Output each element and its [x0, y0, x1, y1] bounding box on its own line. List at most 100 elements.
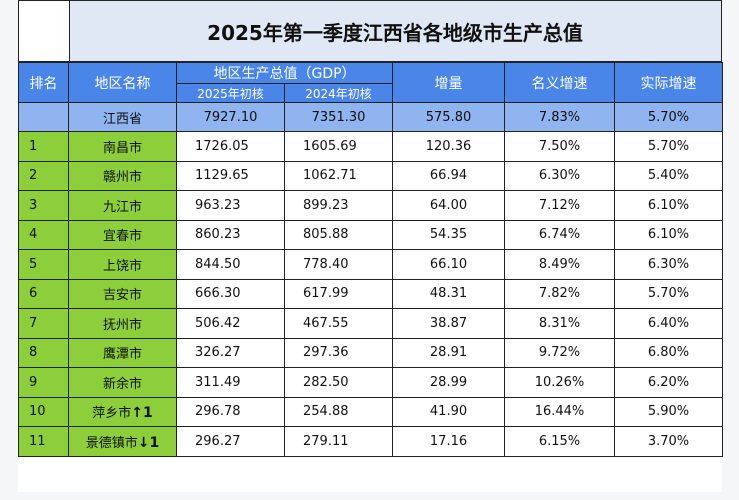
- province-nominal-growth[interactable]: 7.83%: [504, 102, 616, 132]
- increase-cell[interactable]: 66.10: [392, 249, 506, 280]
- region-name-cell[interactable]: 上饶市: [68, 249, 177, 280]
- region-name: 上饶市: [102, 258, 142, 274]
- increase-cell[interactable]: 38.87: [392, 308, 506, 339]
- region-name-cell[interactable]: 赣州市: [68, 160, 177, 191]
- gdp-2025-cell[interactable]: 506.42: [176, 308, 285, 339]
- table-row: 8 鹰潭市 326.27 297.36 28.91 9.72% 6.80%: [18, 337, 724, 368]
- rank-cell[interactable]: 9: [18, 367, 69, 398]
- region-name-cell[interactable]: 抚州市: [68, 308, 177, 339]
- gdp-2024-cell[interactable]: 254.88: [283, 396, 394, 427]
- region-name-cell[interactable]: 南昌市: [68, 131, 177, 162]
- region-name-cell[interactable]: 吉安市: [68, 278, 177, 309]
- rank-cell[interactable]: 2: [18, 160, 69, 191]
- header-gdp-group[interactable]: 地区生产总值（GDP）: [175, 62, 394, 84]
- gdp-2025-cell[interactable]: 326.27: [176, 337, 285, 368]
- rank-cell[interactable]: 3: [18, 190, 69, 221]
- increase-cell[interactable]: 120.36: [392, 131, 506, 162]
- nominal-growth-cell[interactable]: 7.82%: [504, 278, 616, 309]
- nominal-growth-cell[interactable]: 6.74%: [504, 219, 616, 250]
- real-growth-cell[interactable]: 6.10%: [614, 190, 724, 221]
- rank-cell[interactable]: 8: [18, 337, 69, 368]
- nominal-growth-cell[interactable]: 10.26%: [504, 367, 616, 398]
- real-growth-cell[interactable]: 5.40%: [614, 160, 724, 191]
- increase-cell[interactable]: 64.00: [392, 190, 506, 221]
- nominal-growth-cell[interactable]: 7.50%: [504, 131, 616, 162]
- region-name: 宜春市: [102, 229, 142, 245]
- corner-cell[interactable]: [19, 1, 70, 61]
- rank-cell[interactable]: 4: [18, 219, 69, 250]
- increase-cell[interactable]: 17.16: [392, 426, 506, 457]
- province-gdp-2024[interactable]: 7351.30: [283, 102, 394, 132]
- real-growth-cell[interactable]: 6.20%: [614, 367, 724, 398]
- header-gdp-2024[interactable]: 2024年初核: [283, 83, 394, 103]
- gdp-2024-cell[interactable]: 899.23: [283, 190, 394, 221]
- increase-cell[interactable]: 41.90: [392, 396, 506, 427]
- increase-cell[interactable]: 48.31: [392, 278, 506, 309]
- gdp-2024-cell[interactable]: 1062.71: [283, 160, 394, 191]
- gdp-2025-cell[interactable]: 860.23: [176, 219, 285, 250]
- region-name-cell[interactable]: 九江市: [68, 190, 177, 221]
- table-row: 5 上饶市 844.50 778.40 66.10 8.49% 6.30%: [18, 249, 724, 280]
- real-growth-cell[interactable]: 6.30%: [614, 249, 724, 280]
- gdp-2024-cell[interactable]: 467.55: [283, 308, 394, 339]
- real-growth-cell[interactable]: 5.70%: [614, 278, 724, 309]
- increase-cell[interactable]: 54.35: [392, 219, 506, 250]
- region-name-cell[interactable]: 鹰潭市: [68, 337, 177, 368]
- region-name: 赣州市: [102, 170, 142, 186]
- gdp-2024-cell[interactable]: 1605.69: [283, 131, 394, 162]
- gdp-2024-cell[interactable]: 778.40: [283, 249, 394, 280]
- gdp-2025-cell[interactable]: 1129.65: [176, 160, 285, 191]
- rank-cell[interactable]: 5: [18, 249, 69, 280]
- province-increase[interactable]: 575.80: [392, 102, 506, 132]
- header-region[interactable]: 地区名称: [68, 62, 177, 103]
- gdp-2025-cell[interactable]: 311.49: [176, 367, 285, 398]
- province-name[interactable]: 江西省: [68, 102, 177, 132]
- province-rank-cell[interactable]: [18, 102, 69, 132]
- nominal-growth-cell[interactable]: 7.12%: [504, 190, 616, 221]
- region-name-cell[interactable]: 景德镇市↓1: [68, 426, 177, 457]
- nominal-growth-cell[interactable]: 6.15%: [504, 426, 616, 457]
- real-growth-cell[interactable]: 6.40%: [614, 308, 724, 339]
- real-growth-cell[interactable]: 5.90%: [614, 396, 724, 427]
- nominal-growth-cell[interactable]: 8.49%: [504, 249, 616, 280]
- rank-cell[interactable]: 10: [18, 396, 69, 427]
- real-growth-cell[interactable]: 6.10%: [614, 219, 724, 250]
- gdp-2025-cell[interactable]: 963.23: [176, 190, 285, 221]
- increase-cell[interactable]: 28.99: [392, 367, 506, 398]
- header-rank[interactable]: 排名: [18, 62, 69, 103]
- gdp-2025-cell[interactable]: 296.27: [176, 426, 285, 457]
- gdp-2024-cell[interactable]: 617.99: [283, 278, 394, 309]
- gdp-2025-cell[interactable]: 844.50: [176, 249, 285, 280]
- nominal-growth-cell[interactable]: 9.72%: [504, 337, 616, 368]
- gdp-2025-cell[interactable]: 296.78: [176, 396, 285, 427]
- header-nominal-growth[interactable]: 名义增速: [504, 62, 616, 103]
- province-real-growth[interactable]: 5.70%: [614, 102, 724, 132]
- real-growth-cell[interactable]: 5.70%: [614, 131, 724, 162]
- nominal-growth-cell[interactable]: 16.44%: [504, 396, 616, 427]
- gdp-2024-cell[interactable]: 282.50: [283, 367, 394, 398]
- rank-cell[interactable]: 1: [18, 131, 69, 162]
- header-gdp-2025[interactable]: 2025年初核: [176, 83, 285, 103]
- region-name-cell[interactable]: 萍乡市↑1: [68, 396, 177, 427]
- gdp-2024-cell[interactable]: 805.88: [283, 219, 394, 250]
- rank-cell[interactable]: 7: [18, 308, 69, 339]
- real-growth-cell[interactable]: 3.70%: [614, 426, 724, 457]
- rank-cell[interactable]: 11: [18, 426, 69, 457]
- header-increase[interactable]: 增量: [392, 62, 506, 103]
- gdp-2024-cell[interactable]: 279.11: [283, 426, 394, 457]
- region-name-cell[interactable]: 宜春市: [68, 219, 177, 250]
- nominal-growth-cell[interactable]: 6.30%: [504, 160, 616, 191]
- increase-cell[interactable]: 28.91: [392, 337, 506, 368]
- rank-cell[interactable]: 6: [18, 278, 69, 309]
- increase-cell[interactable]: 66.94: [392, 160, 506, 191]
- nominal-growth-cell[interactable]: 8.31%: [504, 308, 616, 339]
- gdp-2025-cell[interactable]: 1726.05: [176, 131, 285, 162]
- gdp-2025-cell[interactable]: 666.30: [176, 278, 285, 309]
- province-gdp-2025[interactable]: 7927.10: [176, 102, 285, 132]
- real-growth-cell[interactable]: 6.80%: [614, 337, 724, 368]
- table-row: 6 吉安市 666.30 617.99 48.31 7.82% 5.70%: [18, 278, 724, 309]
- gdp-2024-cell[interactable]: 297.36: [283, 337, 394, 368]
- region-name-cell[interactable]: 新余市: [68, 367, 177, 398]
- header-real-growth[interactable]: 实际增速: [614, 62, 724, 103]
- region-name: 新余市: [102, 376, 142, 392]
